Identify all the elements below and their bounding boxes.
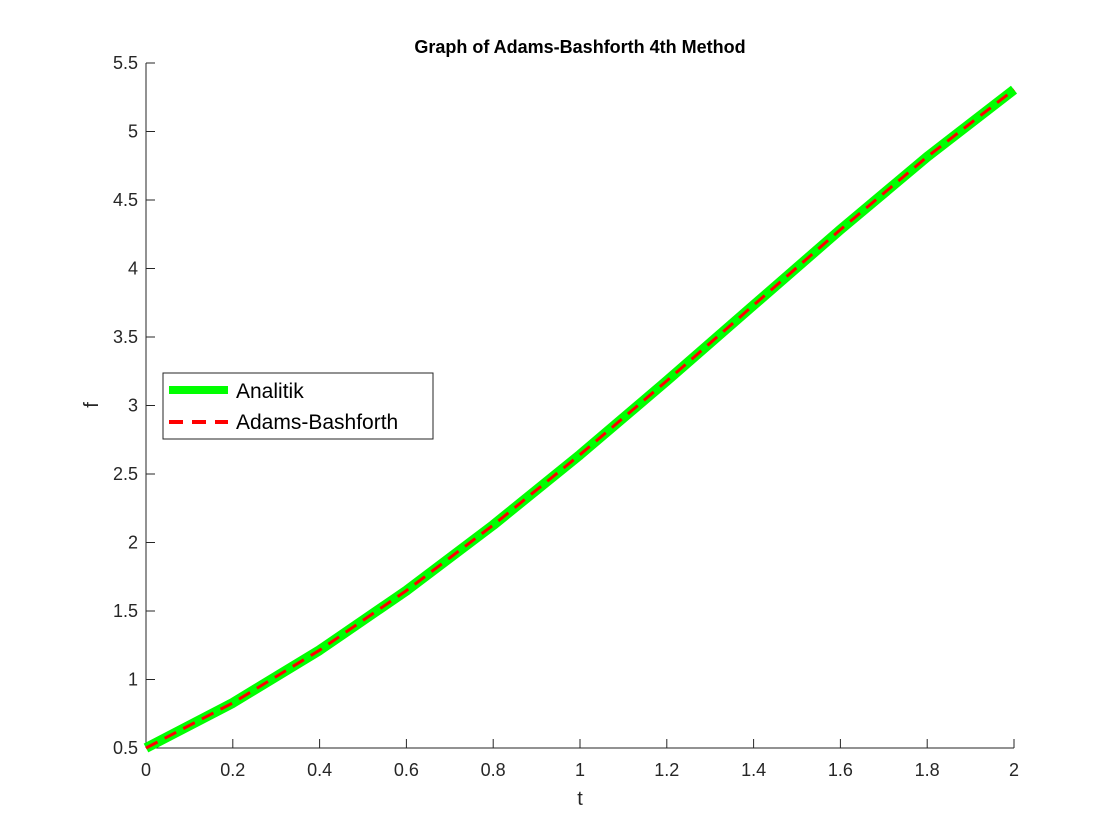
legend-label-adams-bashforth: Adams-Bashforth xyxy=(236,411,398,434)
series-layer xyxy=(143,85,1018,753)
y-tick-label: 2 xyxy=(128,533,138,553)
x-tick-label: 1.8 xyxy=(915,760,940,780)
x-tick-label: 1.6 xyxy=(828,760,853,780)
legend: Analitik Adams-Bashforth xyxy=(162,372,434,440)
y-axis-ticks: 0.5 1 1.5 2 2.5 3 3.5 4 4.5 5 5.5 xyxy=(113,53,155,758)
x-tick-label: 0.4 xyxy=(307,760,332,780)
y-tick-label: 1.5 xyxy=(113,601,138,621)
x-tick-label: 2 xyxy=(1009,760,1019,780)
x-axis-ticks: 0 0.2 0.4 0.6 0.8 1 1.2 1.4 1.6 1.8 2 xyxy=(141,739,1019,780)
y-tick-label: 4 xyxy=(128,259,138,279)
legend-box xyxy=(162,372,434,440)
chart-title: Graph of Adams-Bashforth 4th Method xyxy=(414,37,745,57)
y-tick-label: 1 xyxy=(128,670,138,690)
y-axis-label: f xyxy=(81,402,103,408)
x-tick-label: 0.2 xyxy=(220,760,245,780)
x-axis-label: t xyxy=(577,788,583,810)
x-tick-label: 1.2 xyxy=(654,760,679,780)
legend-label-analitik: Analitik xyxy=(236,380,304,403)
x-tick-label: 1 xyxy=(575,760,585,780)
y-tick-label: 2.5 xyxy=(113,464,138,484)
y-tick-label: 0.5 xyxy=(113,738,138,758)
x-tick-label: 0.8 xyxy=(481,760,506,780)
y-tick-label: 3 xyxy=(128,396,138,416)
x-tick-label: 0 xyxy=(141,760,151,780)
y-tick-label: 5.5 xyxy=(113,53,138,73)
y-tick-label: 3.5 xyxy=(113,327,138,347)
x-tick-label: 1.4 xyxy=(741,760,766,780)
y-tick-label: 4.5 xyxy=(113,190,138,210)
series-line-adams-bashforth xyxy=(145,88,1015,750)
x-tick-label: 0.6 xyxy=(394,760,419,780)
y-tick-label: 5 xyxy=(128,122,138,142)
